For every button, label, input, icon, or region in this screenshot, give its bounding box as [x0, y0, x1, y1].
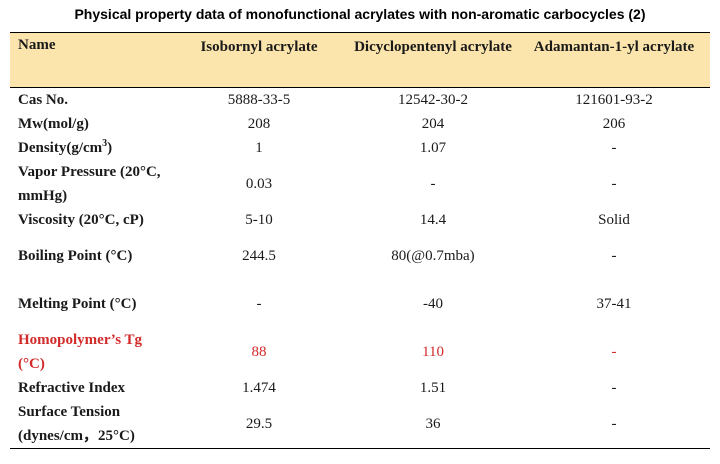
table-row: Mw(mol/g) 208 204 206: [10, 112, 710, 136]
cell-value: 206: [602, 115, 626, 132]
cell-value: -: [611, 139, 617, 156]
cell-value: 1.474: [242, 379, 276, 396]
cell-value: 88: [251, 343, 267, 360]
row-label-superscript: 3: [102, 138, 108, 149]
row-label: Viscosity (20°C, cP): [18, 212, 144, 228]
row-label-text: Density(g/cm: [18, 140, 103, 156]
table-row: Melting Point (°C) - -40 37-41: [10, 280, 710, 328]
cell-value: -40: [423, 295, 443, 312]
property-table: Name Isobornyl acrylate Dicyclopentenyl …: [10, 32, 710, 449]
header-dicyclopentenyl-acrylate: Dicyclopentenyl acrylate: [348, 32, 518, 88]
table-row: Density(g/cm3) 1 1.07 -: [10, 136, 710, 160]
row-label: Surface Tension (dynes/cm，25°C): [10, 400, 170, 449]
cell-value: -: [611, 343, 617, 360]
row-label: Vapor Pressure (20°C, mmHg): [18, 164, 161, 204]
row-label: Mw(mol/g): [18, 116, 89, 132]
cell-value: 14.4: [419, 211, 447, 228]
page-title: Physical property data of monofunctional…: [74, 6, 646, 22]
header-name: Name: [10, 32, 170, 88]
cell-value: 29.5: [170, 400, 348, 449]
cell-value: -: [611, 175, 617, 192]
row-label: Refractive Index: [18, 380, 126, 396]
cell-value: 37-41: [596, 295, 632, 312]
cell-value: 5-10: [245, 211, 273, 228]
row-label: Melting Point (°C): [18, 296, 137, 312]
cell-value: -: [518, 400, 710, 449]
cell-value: 121601-93-2: [575, 91, 653, 108]
cell-value: 244.5: [242, 247, 276, 264]
row-label: Cas No.: [18, 92, 69, 108]
cell-value: 12542-30-2: [398, 91, 468, 108]
cell-value: 204: [421, 115, 445, 132]
cell-value: 1: [255, 139, 263, 156]
table-row: Vapor Pressure (20°C, mmHg) 0.03 - -: [10, 160, 710, 208]
cell-value: Solid: [598, 211, 630, 228]
table-row: Refractive Index 1.474 1.51 -: [10, 376, 710, 400]
cell-value: -: [256, 295, 262, 312]
cell-value: 36: [348, 400, 518, 449]
table-row: Boiling Point (°C) 244.5 80(@0.7mba) -: [10, 232, 710, 280]
cell-value: -: [611, 379, 617, 396]
cell-value: -: [611, 247, 617, 264]
cell-value: -: [430, 175, 436, 192]
header-isobornyl-acrylate: Isobornyl acrylate: [170, 32, 348, 88]
row-label: Boiling Point (°C): [18, 248, 133, 264]
table-row: Viscosity (20°C, cP) 5-10 14.4 Solid: [10, 208, 710, 232]
table-row: Cas No. 5888-33-5 12542-30-2 121601-93-2: [10, 88, 710, 113]
table-header-row: Name Isobornyl acrylate Dicyclopentenyl …: [10, 32, 710, 88]
row-label-suffix: ): [107, 140, 113, 156]
cell-value: 80(@0.7mba): [391, 247, 475, 264]
table-row-highlighted: Homopolymer’s Tg (°C) 88 110 -: [10, 328, 710, 376]
cell-value: 208: [247, 115, 271, 132]
cell-value: 5888-33-5: [227, 91, 291, 108]
cell-value: 110: [422, 343, 444, 360]
row-label: Homopolymer’s Tg (°C): [18, 332, 143, 372]
cell-value: 0.03: [245, 175, 273, 192]
row-label: Density(g/cm3): [10, 136, 170, 160]
table-row: Surface Tension (dynes/cm，25°C) 29.5 36 …: [10, 400, 710, 449]
cell-value: 1.07: [419, 139, 447, 156]
header-adamantan-1-yl-acrylate: Adamantan-1-yl acrylate: [518, 32, 710, 88]
cell-value: 1.51: [419, 379, 447, 396]
